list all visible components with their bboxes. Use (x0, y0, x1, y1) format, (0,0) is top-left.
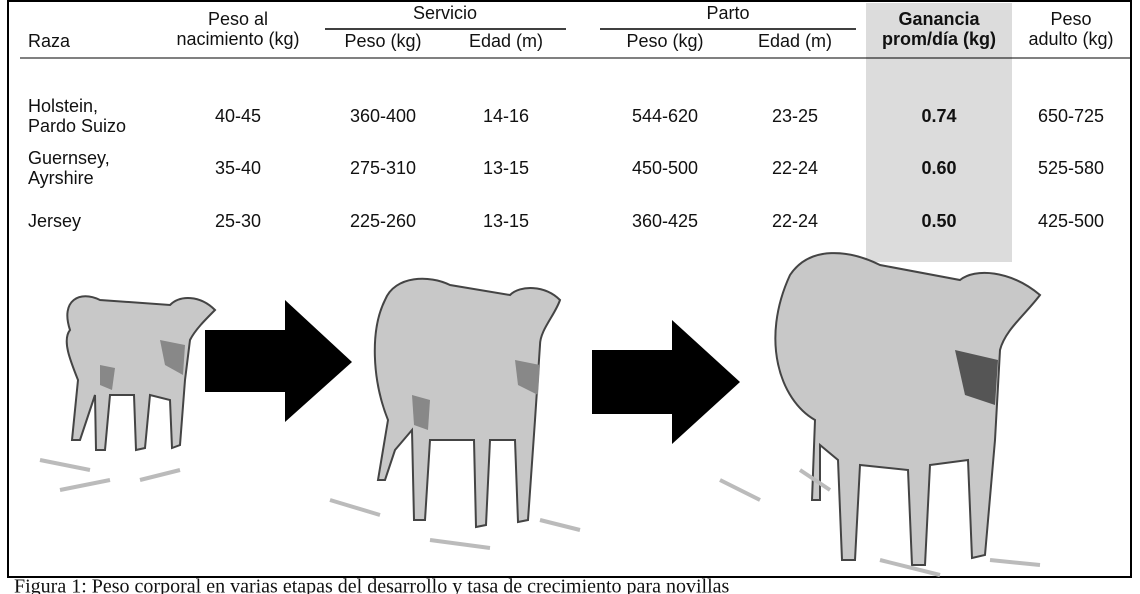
table-cell: 13-15 (483, 158, 529, 178)
heifer-illustration (330, 279, 580, 548)
table-cell: 0.50 (921, 211, 956, 231)
page: Figura 1: Peso corporal en varias etapas… (0, 0, 1140, 594)
arrow (205, 300, 352, 422)
table-cell: 275-310 (350, 158, 416, 178)
column-header: Edad (m) (469, 31, 543, 51)
calf-illustration (40, 296, 215, 490)
table-cell: 225-260 (350, 211, 416, 231)
table-cell: 450-500 (632, 158, 698, 178)
table-cell: Guernsey,Ayrshire (28, 148, 110, 188)
cow-illustration (720, 253, 1040, 575)
table-cell: 35-40 (215, 158, 261, 178)
group-header: Servicio (413, 3, 477, 23)
table-cell: 525-580 (1038, 158, 1104, 178)
table-cell: 425-500 (1038, 211, 1104, 231)
table-cell: 360-400 (350, 106, 416, 126)
caption: Figura 1: Peso corporal en varias etapas… (14, 576, 730, 594)
table-cell: 360-425 (632, 211, 698, 231)
group-header: Parto (706, 3, 749, 23)
table-cell: 22-24 (772, 158, 818, 178)
table-cell: 25-30 (215, 211, 261, 231)
table-cell: 23-25 (772, 106, 818, 126)
column-header: Peso (kg) (344, 31, 421, 51)
table-cell: 544-620 (632, 106, 698, 126)
table-cell: 0.60 (921, 158, 956, 178)
arrow (592, 320, 740, 444)
column-header: Peso (kg) (626, 31, 703, 51)
table-cell: 14-16 (483, 106, 529, 126)
table-cell: 40-45 (215, 106, 261, 126)
column-header: Edad (m) (758, 31, 832, 51)
table-cell: 0.74 (921, 106, 956, 126)
table-cell: 22-24 (772, 211, 818, 231)
table-cell: Jersey (28, 211, 81, 231)
table-cell: Holstein,Pardo Suizo (28, 96, 126, 136)
column-header: Raza (28, 31, 71, 51)
table-cell: 13-15 (483, 211, 529, 231)
table-cell: 650-725 (1038, 106, 1104, 126)
